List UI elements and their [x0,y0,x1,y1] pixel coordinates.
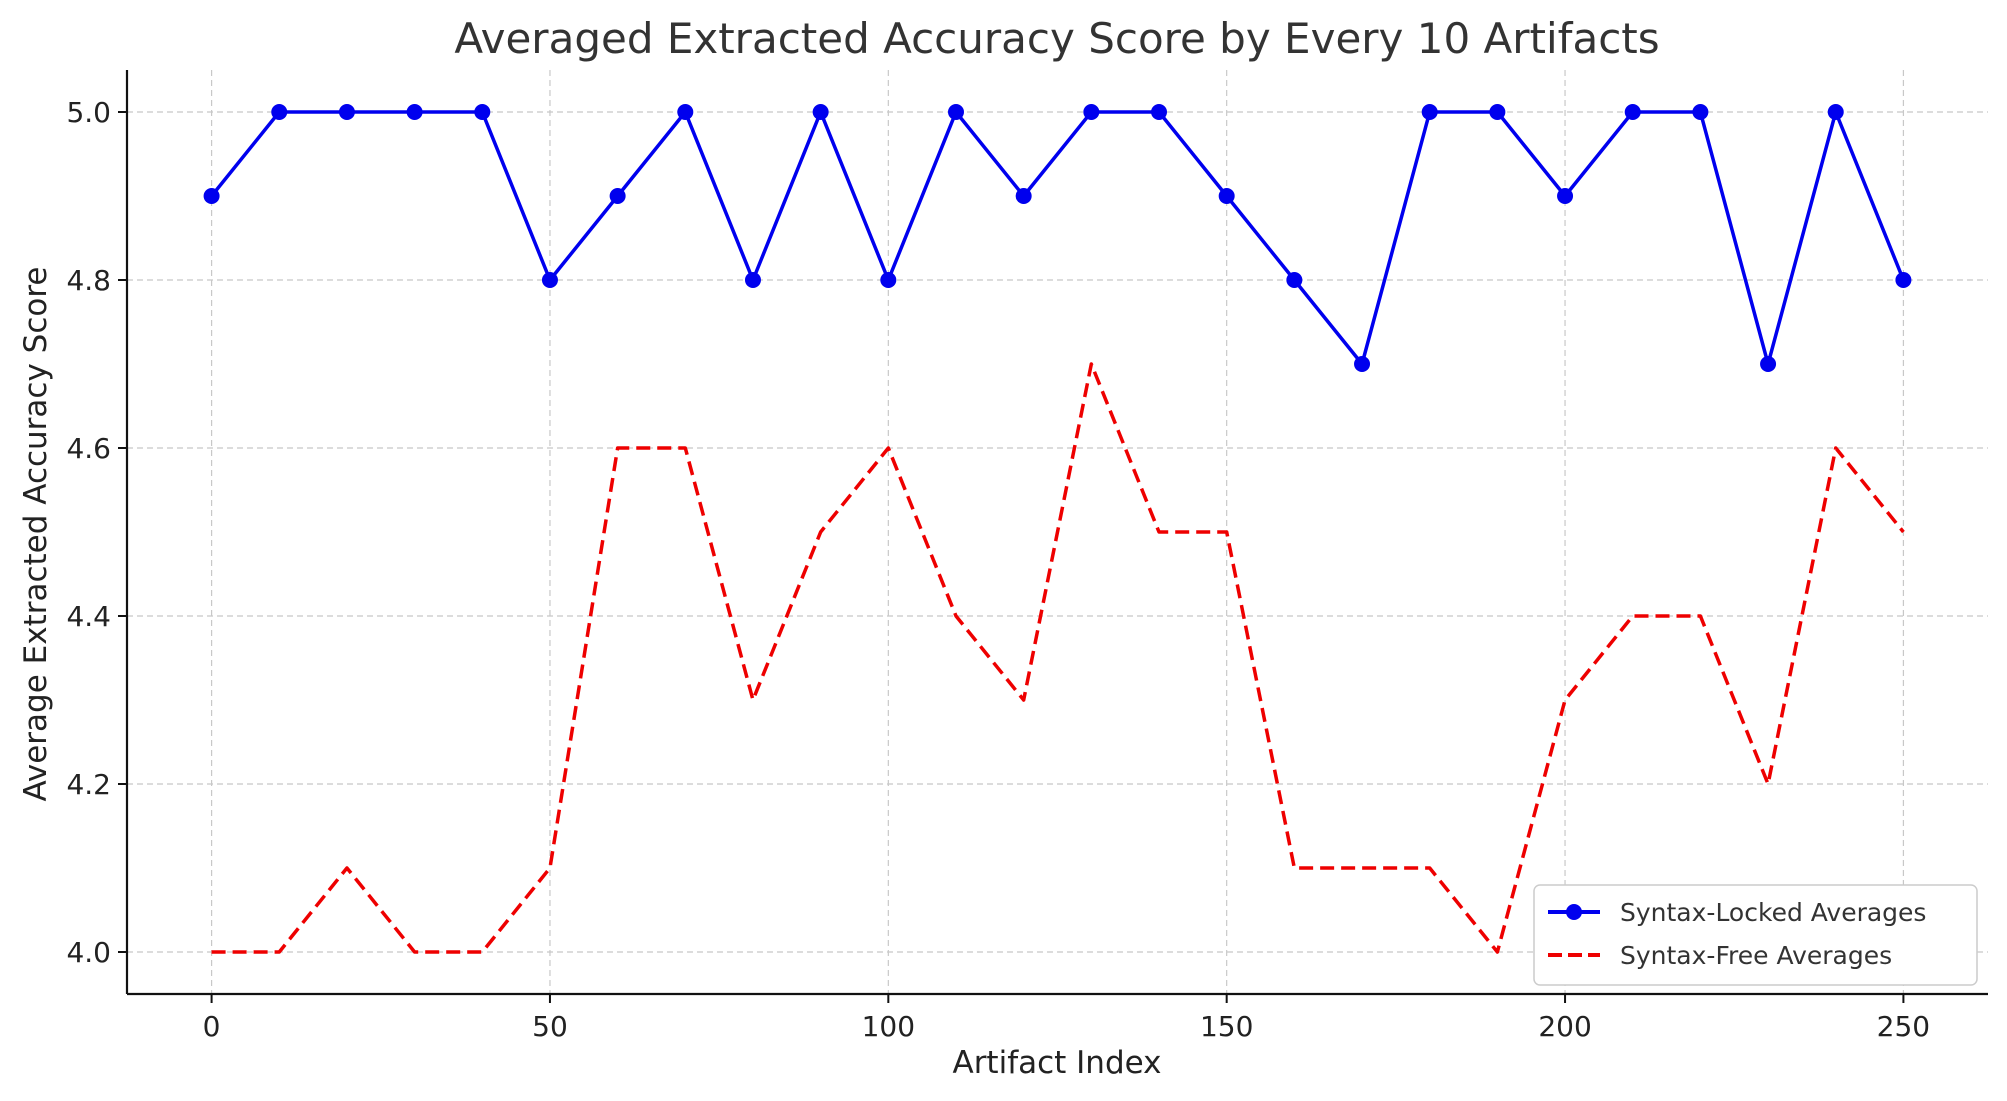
x-tick-label: 150 [1200,1010,1253,1043]
y-tick-label: 4.4 [66,600,111,633]
y-axis-label: Average Extracted Accuracy Score [18,267,54,802]
data-point-syntax-locked-averages [947,104,964,120]
tick-marks: 0 50 100 150 200 250 4.0 4.2 4.4 4.6 4.8 5.0 [66,96,1930,1043]
data-point-syntax-locked-averages [1421,104,1438,120]
data-point-syntax-locked-averages [1083,104,1100,120]
data-point-syntax-locked-averages [1760,356,1777,372]
data-point-syntax-locked-averages [1286,272,1303,288]
x-tick-label: 250 [1877,1010,1930,1043]
data-point-syntax-locked-averages [1354,356,1371,372]
data-point-syntax-locked-averages [541,272,558,288]
data-point-syntax-locked-averages [677,104,694,120]
data-point-syntax-locked-averages [609,188,626,204]
data-point-syntax-locked-averages [1624,104,1641,120]
data-point-syntax-locked-averages [744,272,761,288]
series-line-syntax-free-averages [211,362,1905,954]
data-point-syntax-locked-averages [1557,188,1574,204]
data-series [203,104,1912,954]
data-point-syntax-locked-averages [1151,104,1168,120]
data-point-syntax-locked-averages [474,104,491,120]
x-tick-label: 0 [203,1010,221,1043]
x-tick-label: 100 [862,1010,915,1043]
x-tick-label: 50 [532,1010,568,1043]
data-point-syntax-locked-averages [1827,104,1844,120]
data-point-syntax-locked-averages [1895,272,1912,288]
data-point-syntax-locked-averages [406,104,423,120]
data-point-syntax-locked-averages [1218,188,1235,204]
y-tick-label: 4.2 [66,768,111,801]
data-point-syntax-locked-averages [271,104,288,120]
axes [125,70,1988,996]
chart-title: Averaged Extracted Accuracy Score by Eve… [454,14,1659,63]
data-point-syntax-locked-averages [1015,188,1032,204]
legend: Syntax-Locked Averages Syntax-Free Avera… [1533,884,1978,986]
y-tick-label: 4.8 [66,264,111,297]
legend-marker-syntax-locked [1566,904,1582,920]
data-point-syntax-locked-averages [880,272,897,288]
x-tick-label: 200 [1538,1010,1591,1043]
y-tick-label: 5.0 [66,96,111,129]
legend-label-syntax-locked: Syntax-Locked Averages [1620,898,1926,927]
series-line-syntax-locked-averages [210,110,1906,366]
y-tick-label: 4.0 [66,936,111,969]
data-point-syntax-locked-averages [203,188,220,204]
y-tick-label: 4.6 [66,432,111,465]
legend-label-syntax-free: Syntax-Free Averages [1620,941,1892,970]
data-point-syntax-locked-averages [338,104,355,120]
x-axis-label: Artifact Index [952,1045,1161,1081]
data-point-syntax-locked-averages [1692,104,1709,120]
data-point-syntax-locked-averages [1489,104,1506,120]
legend-box [1533,884,1978,986]
data-point-syntax-locked-averages [812,104,829,120]
